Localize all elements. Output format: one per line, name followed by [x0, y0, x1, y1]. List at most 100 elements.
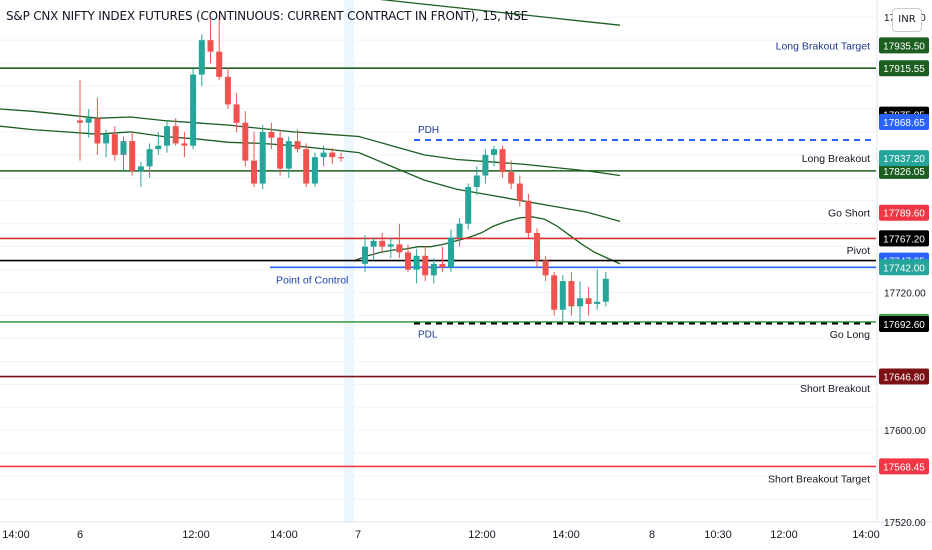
candle-body	[164, 126, 170, 146]
candle-body	[259, 131, 266, 184]
candle-body	[448, 237, 454, 268]
x-tick-label: 7	[355, 529, 361, 541]
candle-body	[294, 141, 301, 150]
candle-body	[551, 275, 558, 310]
candle-body	[120, 141, 127, 155]
candle-body	[482, 154, 489, 176]
candle-body	[129, 141, 136, 171]
moving-average-line	[379, 0, 621, 26]
candle-body	[422, 255, 429, 276]
y-tick-label: 17720.00	[884, 289, 926, 300]
candle-body	[285, 141, 292, 169]
candle-body	[311, 157, 318, 184]
candle-body	[111, 134, 118, 155]
candle-body	[155, 145, 162, 150]
price-tag	[879, 37, 929, 54]
level-label: Pivot	[847, 245, 870, 257]
level-label: Short Breakout Target	[768, 473, 870, 485]
price-tag-label: 17692.60	[883, 320, 925, 331]
candle-body	[473, 175, 480, 188]
price-tag	[879, 230, 929, 247]
price-tag	[879, 60, 929, 77]
price-tag-label: 17915.55	[883, 64, 925, 75]
candle-body	[387, 244, 394, 247]
candle-body	[320, 152, 327, 158]
dashed-level-label: PDL	[418, 330, 438, 341]
candle-body	[207, 40, 214, 52]
x-tick-label: 8	[649, 529, 655, 541]
candle-body	[268, 131, 275, 138]
price-tag	[879, 368, 929, 385]
y-tick-label: 17600.00	[884, 426, 926, 437]
price-tag-label: 17837.20	[883, 154, 925, 165]
candle-body	[559, 281, 566, 310]
price-tag	[879, 315, 929, 332]
candle-body	[577, 298, 583, 307]
candle-body	[146, 149, 153, 167]
candle-body	[585, 298, 592, 305]
candle-body	[491, 149, 497, 155]
candle-body	[499, 149, 506, 173]
y-tick-label: 17520.00	[884, 518, 926, 529]
x-tick-label: 14:00	[270, 529, 298, 541]
candle-body	[465, 187, 472, 224]
price-tag-label: 17568.45	[883, 462, 925, 473]
price-tag-label: 17646.80	[883, 373, 925, 384]
price-tag	[879, 259, 929, 276]
candle-body	[568, 281, 575, 307]
price-tag	[879, 162, 929, 179]
moving-average-line	[0, 108, 621, 177]
level-label: Long Breakout	[802, 153, 870, 165]
candle-body	[525, 200, 532, 233]
price-tag	[879, 150, 929, 167]
candle-body	[181, 143, 188, 146]
x-tick-label: 10:30	[704, 529, 732, 541]
x-tick-label: 14:00	[852, 529, 880, 541]
candle-body	[516, 183, 523, 201]
candle-body	[370, 240, 377, 247]
candle-body	[508, 172, 515, 184]
candle-body	[198, 40, 205, 75]
candle-body	[534, 232, 540, 261]
price-tag-label: 17767.20	[883, 234, 925, 245]
candle-body	[216, 51, 223, 77]
chart-title: S&P CNX NIFTY INDEX FUTURES (CONTINUOUS:…	[6, 9, 528, 23]
candle-body	[329, 152, 336, 158]
price-tag-label: 17935.50	[883, 41, 925, 52]
price-tag-label: 17868.65	[883, 118, 925, 129]
price-tag	[879, 114, 929, 131]
level-label: Go Short	[828, 208, 870, 220]
level-label: Point of Control	[276, 274, 348, 286]
candle-body	[602, 278, 609, 302]
candle-body	[379, 240, 386, 247]
candle-body	[190, 74, 197, 146]
price-tag-label: 17826.05	[883, 167, 925, 178]
candle-body	[85, 118, 92, 123]
candle-body	[137, 166, 144, 171]
candle-body	[338, 157, 344, 159]
candle-body	[413, 255, 420, 270]
x-tick-label: 14:00	[552, 529, 580, 541]
candle-body	[542, 260, 549, 276]
candle-body	[242, 122, 249, 161]
x-tick-label: 6	[77, 529, 83, 541]
candle-body	[103, 134, 110, 144]
price-tag	[879, 204, 929, 221]
candle-body	[172, 126, 179, 144]
candle-body	[224, 76, 231, 105]
x-tick-label: 14:00	[2, 529, 30, 541]
level-label: Short Breakout	[800, 383, 870, 395]
level-label: Long Brakout Target	[776, 40, 870, 52]
candle-body	[303, 149, 310, 184]
currency-button[interactable]: INR	[892, 8, 922, 32]
candle-body	[430, 263, 437, 276]
candle-body	[77, 120, 83, 123]
candle-body	[94, 118, 101, 144]
candle-body	[396, 244, 403, 253]
x-tick-label: 12:00	[468, 529, 496, 541]
price-tag-label: 17789.60	[883, 209, 925, 220]
x-tick-label: 12:00	[770, 529, 798, 541]
candle-body	[405, 252, 411, 270]
